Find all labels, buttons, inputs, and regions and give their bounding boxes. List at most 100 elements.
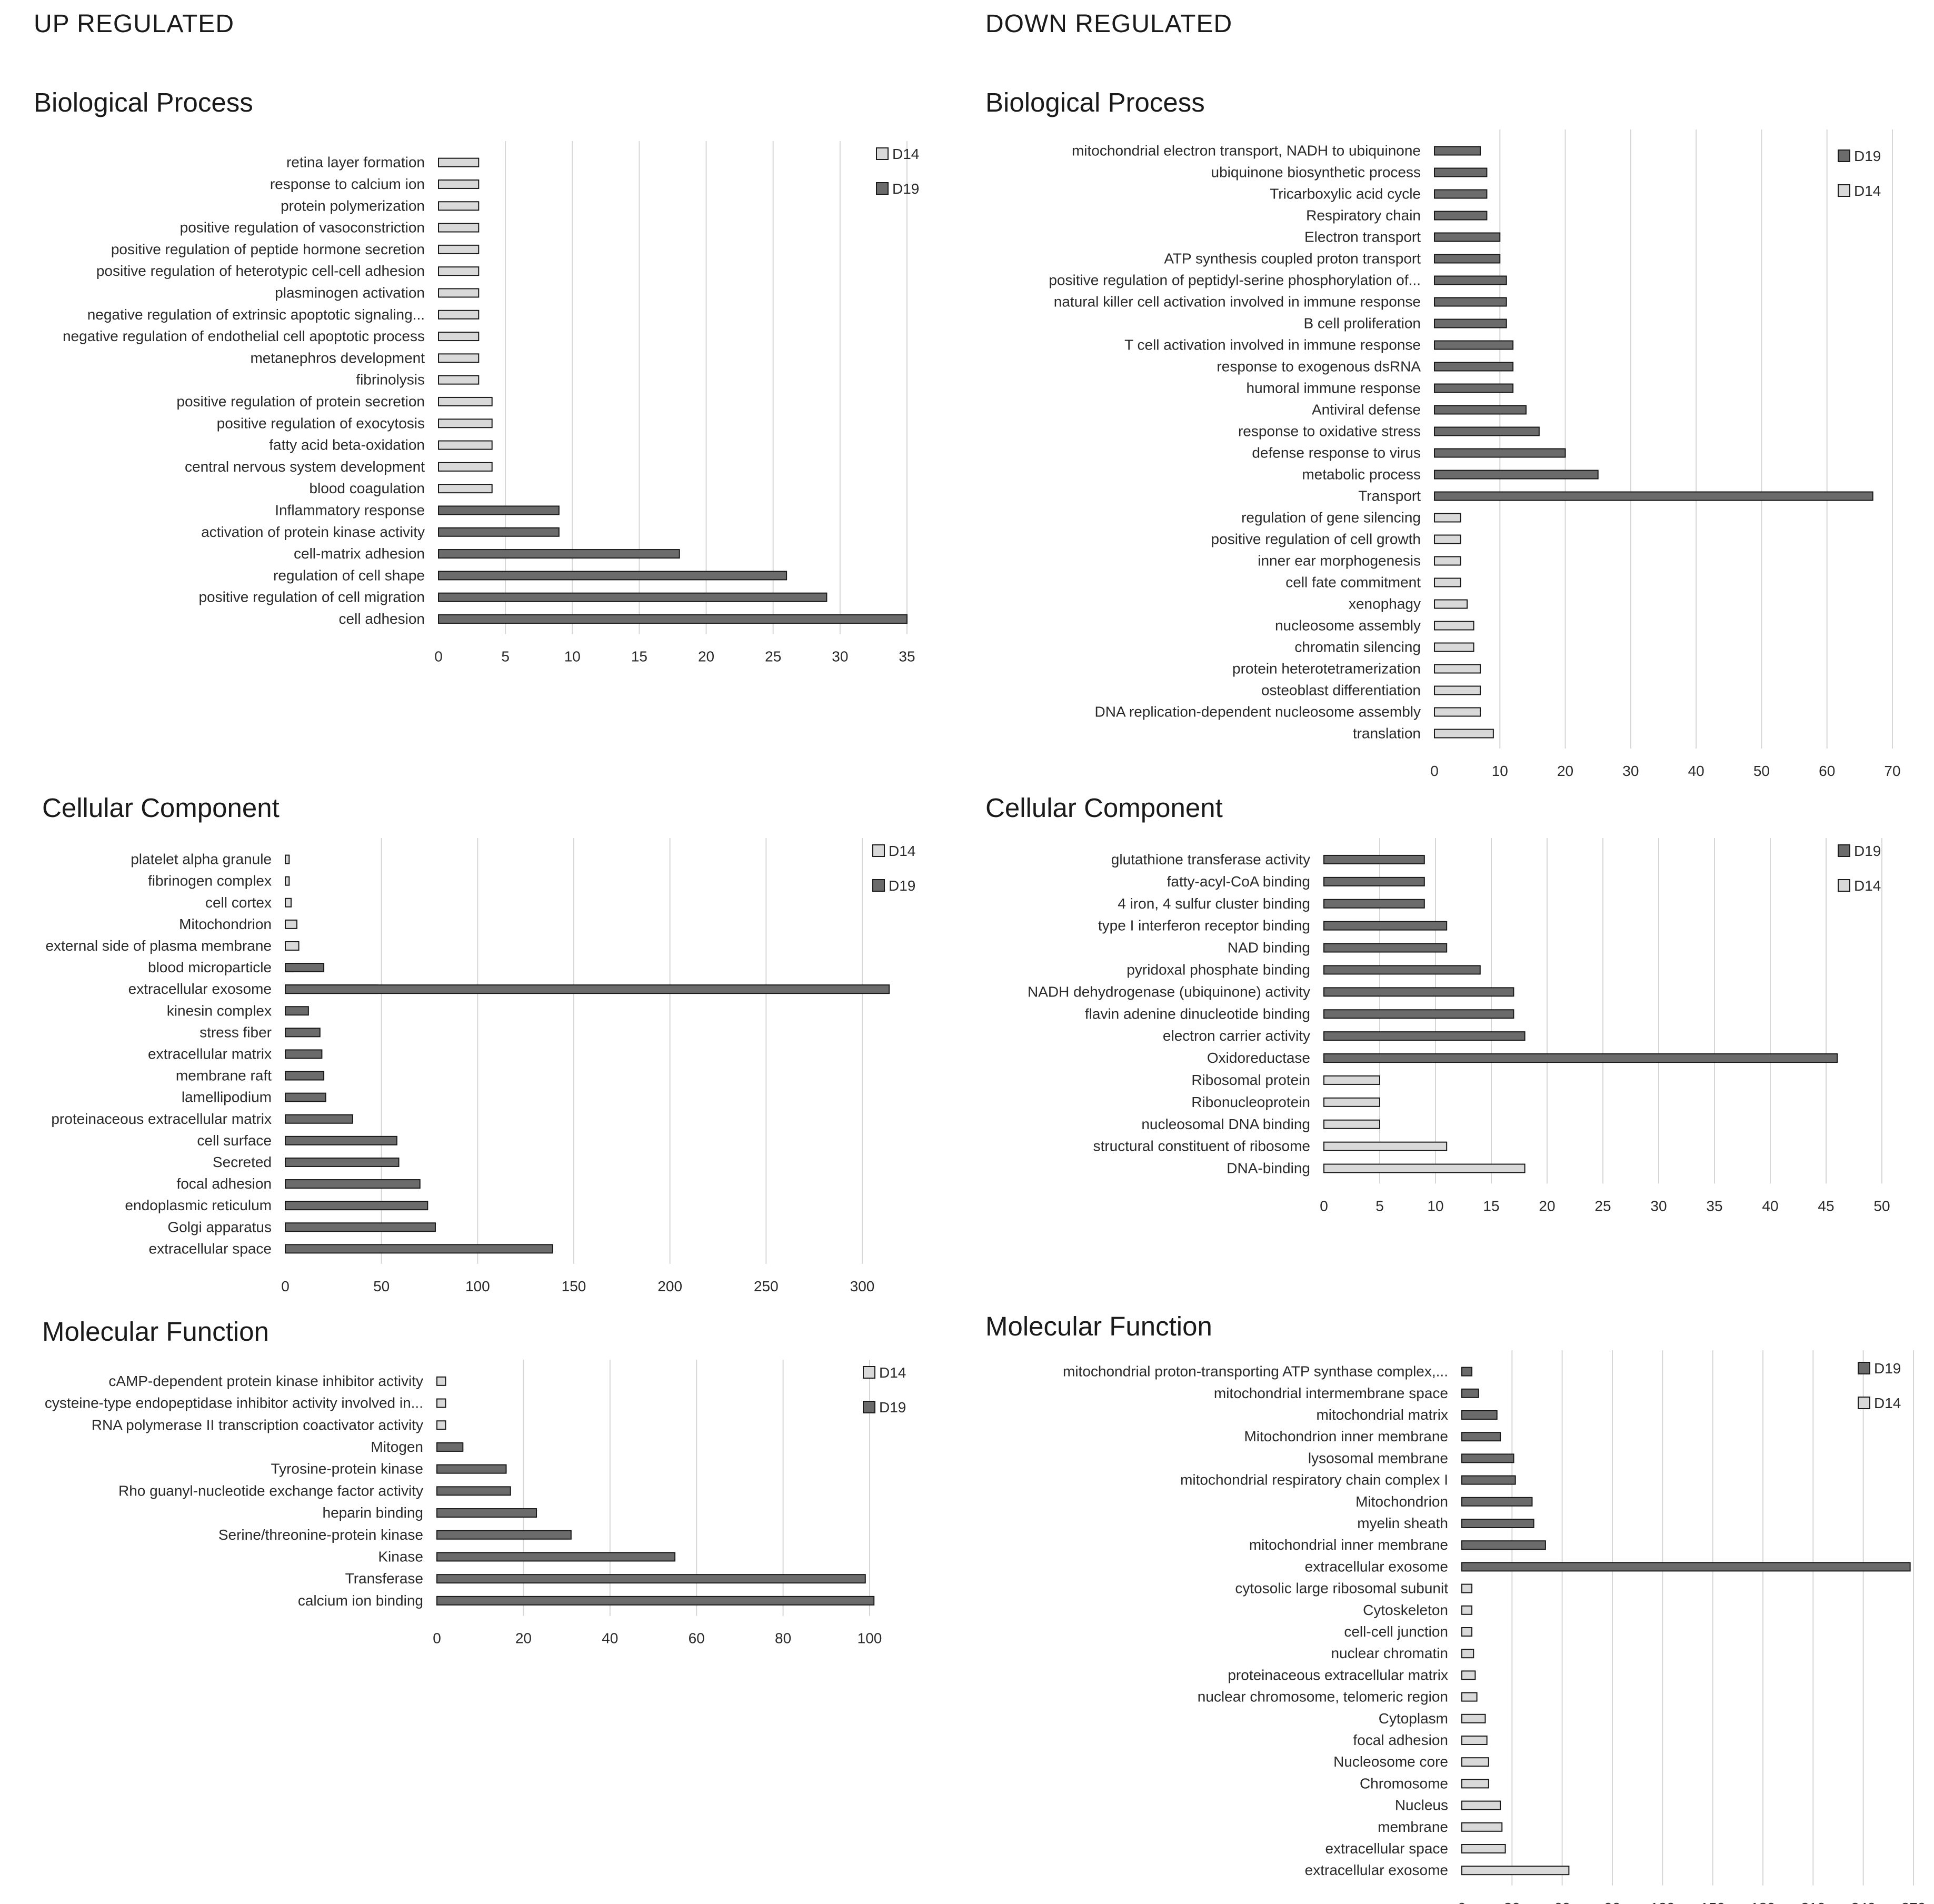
bar-d14 (1461, 1844, 1506, 1853)
bar-d19 (1323, 876, 1425, 886)
bar-d14 (438, 484, 493, 494)
bar-d14 (1461, 1649, 1474, 1659)
category-label: ATP synthesis coupled proton transport (1164, 251, 1421, 267)
category-label: regulation of gene silencing (1241, 510, 1421, 526)
bar-d19 (1323, 899, 1425, 909)
bar-d14 (1461, 1670, 1476, 1680)
bar-d19 (285, 1028, 321, 1038)
category-label: cell surface (197, 1132, 272, 1149)
category-label: humoral immune response (1247, 380, 1421, 396)
bar-d14 (1434, 729, 1494, 739)
bar-d19 (436, 1596, 875, 1606)
bar-d19 (285, 1179, 421, 1189)
category-label: response to oxidative stress (1238, 423, 1421, 440)
category-label: flavin adenine dinucleotide binding (1085, 1005, 1310, 1022)
bar-d14 (1461, 1627, 1473, 1637)
x-tick-label: 35 (1706, 1198, 1722, 1214)
legend-swatch-d14 (1838, 184, 1850, 197)
category-label: positive regulation of exocytosis (217, 415, 425, 431)
category-label: pyridoxal phosphate binding (1126, 961, 1310, 978)
down-cellular-component-chart: 0 5 10 15 20 25 30 35 40 45 50 glutathione transfer… (1028, 838, 1890, 1214)
legend-label: D19 (892, 181, 919, 197)
legend-swatch-d19 (1858, 1362, 1870, 1374)
category-label: positive regulation of cell migration (198, 589, 425, 605)
category-label: glutathione transferase activity (1111, 851, 1310, 868)
bar-d19 (1461, 1519, 1534, 1528)
category-label: activation of protein kinase activity (201, 524, 425, 540)
category-label: membrane raft (176, 1068, 272, 1084)
bar-d14 (1461, 1583, 1473, 1593)
bar-d14 (1434, 556, 1461, 566)
category-label: Respiratory chain (1306, 207, 1421, 224)
legend-label: D19 (879, 1399, 906, 1415)
bar-d19 (285, 1114, 353, 1124)
bar-d19 (285, 1222, 436, 1232)
legend-label: D19 (1854, 843, 1881, 859)
bar-d19 (1323, 965, 1481, 975)
legend-label: D19 (1854, 148, 1881, 164)
category-label: metabolic process (1302, 466, 1421, 483)
bar-d14 (285, 919, 297, 929)
x-tick-label: 270 (1901, 1900, 1926, 1904)
bar-d19 (436, 1530, 572, 1540)
category-label: NADH dehydrogenase (ubiquinone) activity (1028, 983, 1310, 1000)
category-label: kinesin complex (167, 1002, 272, 1019)
category-label: blood coagulation (309, 480, 425, 496)
category-label: RNA polymerase II transcription coactiva… (92, 1417, 423, 1433)
category-label: cell cortex (205, 894, 272, 911)
bar-d14 (1434, 534, 1461, 544)
category-label: Ribonucleoprotein (1191, 1094, 1310, 1110)
bar-d19 (438, 549, 680, 559)
bar-d14 (438, 353, 480, 363)
x-tick-label: 300 (850, 1278, 875, 1294)
x-tick-label: 5 (501, 649, 510, 665)
x-tick-label: 70 (1884, 763, 1900, 779)
category-label: extracellular space (149, 1240, 272, 1257)
bar-d14 (438, 332, 480, 342)
category-label: translation (1353, 725, 1421, 742)
legend-swatch-d19 (876, 182, 889, 195)
bar-d14 (1461, 1822, 1503, 1832)
category-label: nuclear chromatin (1331, 1645, 1448, 1661)
bar-d14 (285, 941, 300, 951)
x-tick-label: 20 (1557, 763, 1573, 779)
x-tick-label: 10 (1492, 763, 1508, 779)
bar-d14 (436, 1376, 446, 1386)
category-label: Transferase (345, 1570, 423, 1587)
bar-d19 (1461, 1453, 1514, 1463)
bar-d19 (1434, 167, 1488, 177)
category-label: lamellipodium (182, 1089, 272, 1105)
x-tick-label: 25 (765, 649, 781, 665)
bar-d19 (1323, 1053, 1838, 1063)
bar-d14 (438, 418, 493, 428)
category-label: Rho guanyl-nucleotide exchange factor ac… (118, 1482, 423, 1499)
category-label: heparin binding (323, 1504, 424, 1521)
category-label: extracellular matrix (148, 1045, 272, 1062)
bar-d19 (285, 1049, 323, 1059)
x-tick-label: 120 (1650, 1900, 1675, 1904)
x-tick-label: 100 (858, 1630, 882, 1647)
x-tick-label: 0 (433, 1630, 441, 1647)
category-label: natural killer cell activation involved … (1054, 294, 1421, 310)
category-label: defense response to virus (1252, 445, 1421, 461)
bar-d14 (1323, 1163, 1526, 1173)
x-tick-label: 40 (1762, 1198, 1778, 1214)
category-label: membrane (1378, 1819, 1448, 1835)
down-mf-title: Molecular Function (985, 1311, 1212, 1341)
legend-label: D14 (1874, 1395, 1901, 1411)
bar-d19 (1434, 211, 1488, 221)
x-tick-label: 25 (1594, 1198, 1611, 1214)
bar-d19 (1461, 1410, 1498, 1420)
bar-d19 (285, 1135, 397, 1145)
bar-d19 (285, 1157, 400, 1167)
x-tick-label: 40 (1688, 763, 1704, 779)
category-label: chromatin silencing (1294, 639, 1421, 655)
category-label: proteinaceous extracellular matrix (51, 1111, 272, 1127)
category-label: negative regulation of extrinsic apoptot… (87, 306, 425, 323)
x-tick-label: 100 (465, 1278, 490, 1294)
bar-d14 (1323, 1119, 1380, 1129)
category-label: Antiviral defense (1312, 402, 1421, 418)
bar-d14 (285, 854, 290, 864)
x-tick-label: 0 (281, 1278, 290, 1294)
bar-d19 (1461, 1497, 1533, 1507)
